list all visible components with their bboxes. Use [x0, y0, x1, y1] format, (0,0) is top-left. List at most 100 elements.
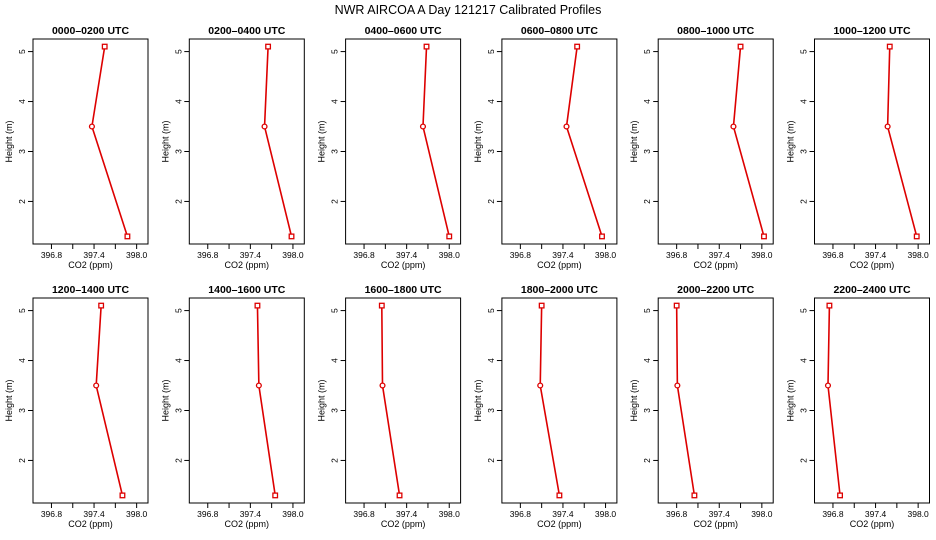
- x-tick-label: 398.0: [595, 509, 617, 519]
- x-axis-label: CO2 (ppm): [225, 519, 270, 529]
- panel-title: 1200–1400 UTC: [52, 284, 129, 296]
- y-tick-label: 2: [642, 199, 652, 204]
- y-tick-label: 5: [17, 308, 27, 313]
- y-tick-label: 4: [799, 99, 809, 104]
- y-tick-label: 4: [642, 99, 652, 104]
- x-tick-label: 398.0: [282, 509, 304, 519]
- profile-panel: 0000–0200 UTC 396.8 397.4 398.0 2 3 4 5 CO2 (ppm…: [4, 25, 149, 270]
- panel-title: 2200–2400 UTC: [833, 284, 910, 296]
- x-axis-label: CO2 (ppm): [381, 519, 426, 529]
- panel-title: 1000–1200 UTC: [833, 25, 910, 37]
- panel-title: 1400–1600 UTC: [208, 284, 285, 296]
- data-point: [88, 123, 95, 130]
- x-tick-label: 397.4: [83, 250, 105, 260]
- y-tick-label: 5: [642, 49, 652, 54]
- x-tick-label: 398.0: [595, 250, 617, 260]
- x-tick-label: 397.4: [240, 509, 262, 519]
- y-tick-label: 3: [799, 408, 809, 413]
- data-point: [730, 123, 737, 130]
- profile-panel: 2200–2400 UTC 396.8 397.4 398.0 2 3 4 5 CO2 (ppm…: [786, 284, 930, 529]
- x-tick-label: 397.4: [709, 250, 731, 260]
- y-tick-label: 5: [330, 49, 340, 54]
- y-tick-label: 2: [173, 199, 183, 204]
- data-point: [379, 382, 386, 389]
- y-tick-label: 5: [486, 308, 496, 313]
- x-tick-label: 396.8: [41, 250, 63, 260]
- data-point: [837, 492, 844, 499]
- y-tick-label: 5: [799, 49, 809, 54]
- x-axis-label: CO2 (ppm): [537, 519, 582, 529]
- data-point: [538, 302, 545, 309]
- x-tick-label: 397.4: [396, 509, 418, 519]
- panel-grid: 0000–0200 UTC 396.8 397.4 398.0 2 3 4 5 CO2 (ppm…: [4, 25, 930, 529]
- data-point: [101, 43, 108, 50]
- profile-line: [263, 46, 293, 237]
- y-axis-label: Height (m): [473, 120, 483, 162]
- plot-frame: [188, 38, 305, 245]
- profile-panel: 1400–1600 UTC 396.8 397.4 398.0 2 3 4 5 CO2 (ppm…: [160, 284, 305, 529]
- y-axis-label: Height (m): [786, 379, 796, 421]
- x-axis-label: CO2 (ppm): [68, 260, 113, 270]
- y-tick-label: 4: [17, 99, 27, 104]
- profile-panel: 0600–0800 UTC 396.8 397.4 398.0 2 3 4 5 CO2 (ppm…: [473, 25, 618, 270]
- y-tick-label: 4: [330, 358, 340, 363]
- plot-frame: [345, 297, 462, 504]
- x-tick-label: 398.0: [751, 250, 773, 260]
- y-tick-label: 4: [173, 358, 183, 363]
- y-tick-label: 4: [173, 99, 183, 104]
- profile-panel: 2000–2200 UTC 396.8 397.4 398.0 2 3 4 5 CO2 (ppm…: [629, 284, 774, 529]
- data-point: [673, 302, 680, 309]
- y-axis-label: Height (m): [629, 120, 639, 162]
- x-tick-label: 396.8: [197, 250, 219, 260]
- y-tick-label: 4: [17, 358, 27, 363]
- x-axis-label: CO2 (ppm): [850, 260, 895, 270]
- plot-frame: [188, 297, 305, 504]
- plot-frame: [657, 38, 774, 245]
- profile-panel: 0800–1000 UTC 396.8 397.4 398.0 2 3 4 5 CO2 (ppm…: [629, 25, 774, 270]
- panel-title: 0800–1000 UTC: [677, 25, 754, 37]
- y-tick-label: 5: [642, 308, 652, 313]
- data-point: [761, 233, 767, 240]
- x-tick-label: 398.0: [282, 250, 304, 260]
- panel-title: 0000–0200 UTC: [52, 25, 129, 37]
- profile-panel: 1200–1400 UTC 396.8 397.4 398.0 2 3 4 5 CO2 (ppm…: [4, 284, 149, 529]
- x-axis-label: CO2 (ppm): [693, 519, 738, 529]
- y-tick-label: 3: [330, 408, 340, 413]
- x-tick-label: 397.4: [83, 509, 105, 519]
- y-tick-label: 2: [642, 458, 652, 463]
- y-tick-label: 3: [799, 149, 809, 154]
- y-axis-label: Height (m): [473, 379, 483, 421]
- y-tick-label: 3: [17, 408, 27, 413]
- x-tick-label: 398.0: [126, 509, 148, 519]
- x-tick-label: 398.0: [908, 250, 930, 260]
- x-axis-label: CO2 (ppm): [693, 260, 738, 270]
- data-point: [563, 123, 570, 130]
- x-axis-label: CO2 (ppm): [68, 519, 113, 529]
- x-tick-label: 396.8: [666, 509, 688, 519]
- profile-panel: 0400–0600 UTC 396.8 397.4 398.0 2 3 4 5 CO2 (ppm…: [317, 25, 462, 270]
- profile-line: [91, 46, 129, 237]
- panel-title: 0600–0800 UTC: [521, 25, 598, 37]
- x-tick-label: 398.0: [908, 509, 930, 519]
- y-tick-label: 4: [330, 99, 340, 104]
- plot-frame: [814, 38, 930, 245]
- x-tick-label: 397.4: [552, 250, 574, 260]
- y-tick-label: 4: [486, 99, 496, 104]
- data-point: [119, 492, 126, 499]
- y-tick-label: 2: [330, 199, 340, 204]
- x-tick-label: 396.8: [822, 250, 844, 260]
- y-tick-label: 3: [17, 149, 27, 154]
- data-point: [574, 43, 581, 50]
- x-axis-label: CO2 (ppm): [225, 260, 270, 270]
- data-point: [599, 233, 605, 240]
- y-tick-label: 3: [642, 408, 652, 413]
- y-tick-label: 2: [486, 458, 496, 463]
- y-axis-label: Height (m): [4, 120, 14, 162]
- profile-panel: 0200–0400 UTC 396.8 397.4 398.0 2 3 4 5 CO2 (ppm…: [160, 25, 305, 270]
- x-axis-label: CO2 (ppm): [850, 519, 895, 529]
- data-point: [124, 233, 131, 240]
- y-axis-label: Height (m): [317, 120, 327, 162]
- x-tick-label: 396.8: [510, 250, 532, 260]
- data-point: [913, 233, 920, 240]
- y-axis-label: Height (m): [786, 120, 796, 162]
